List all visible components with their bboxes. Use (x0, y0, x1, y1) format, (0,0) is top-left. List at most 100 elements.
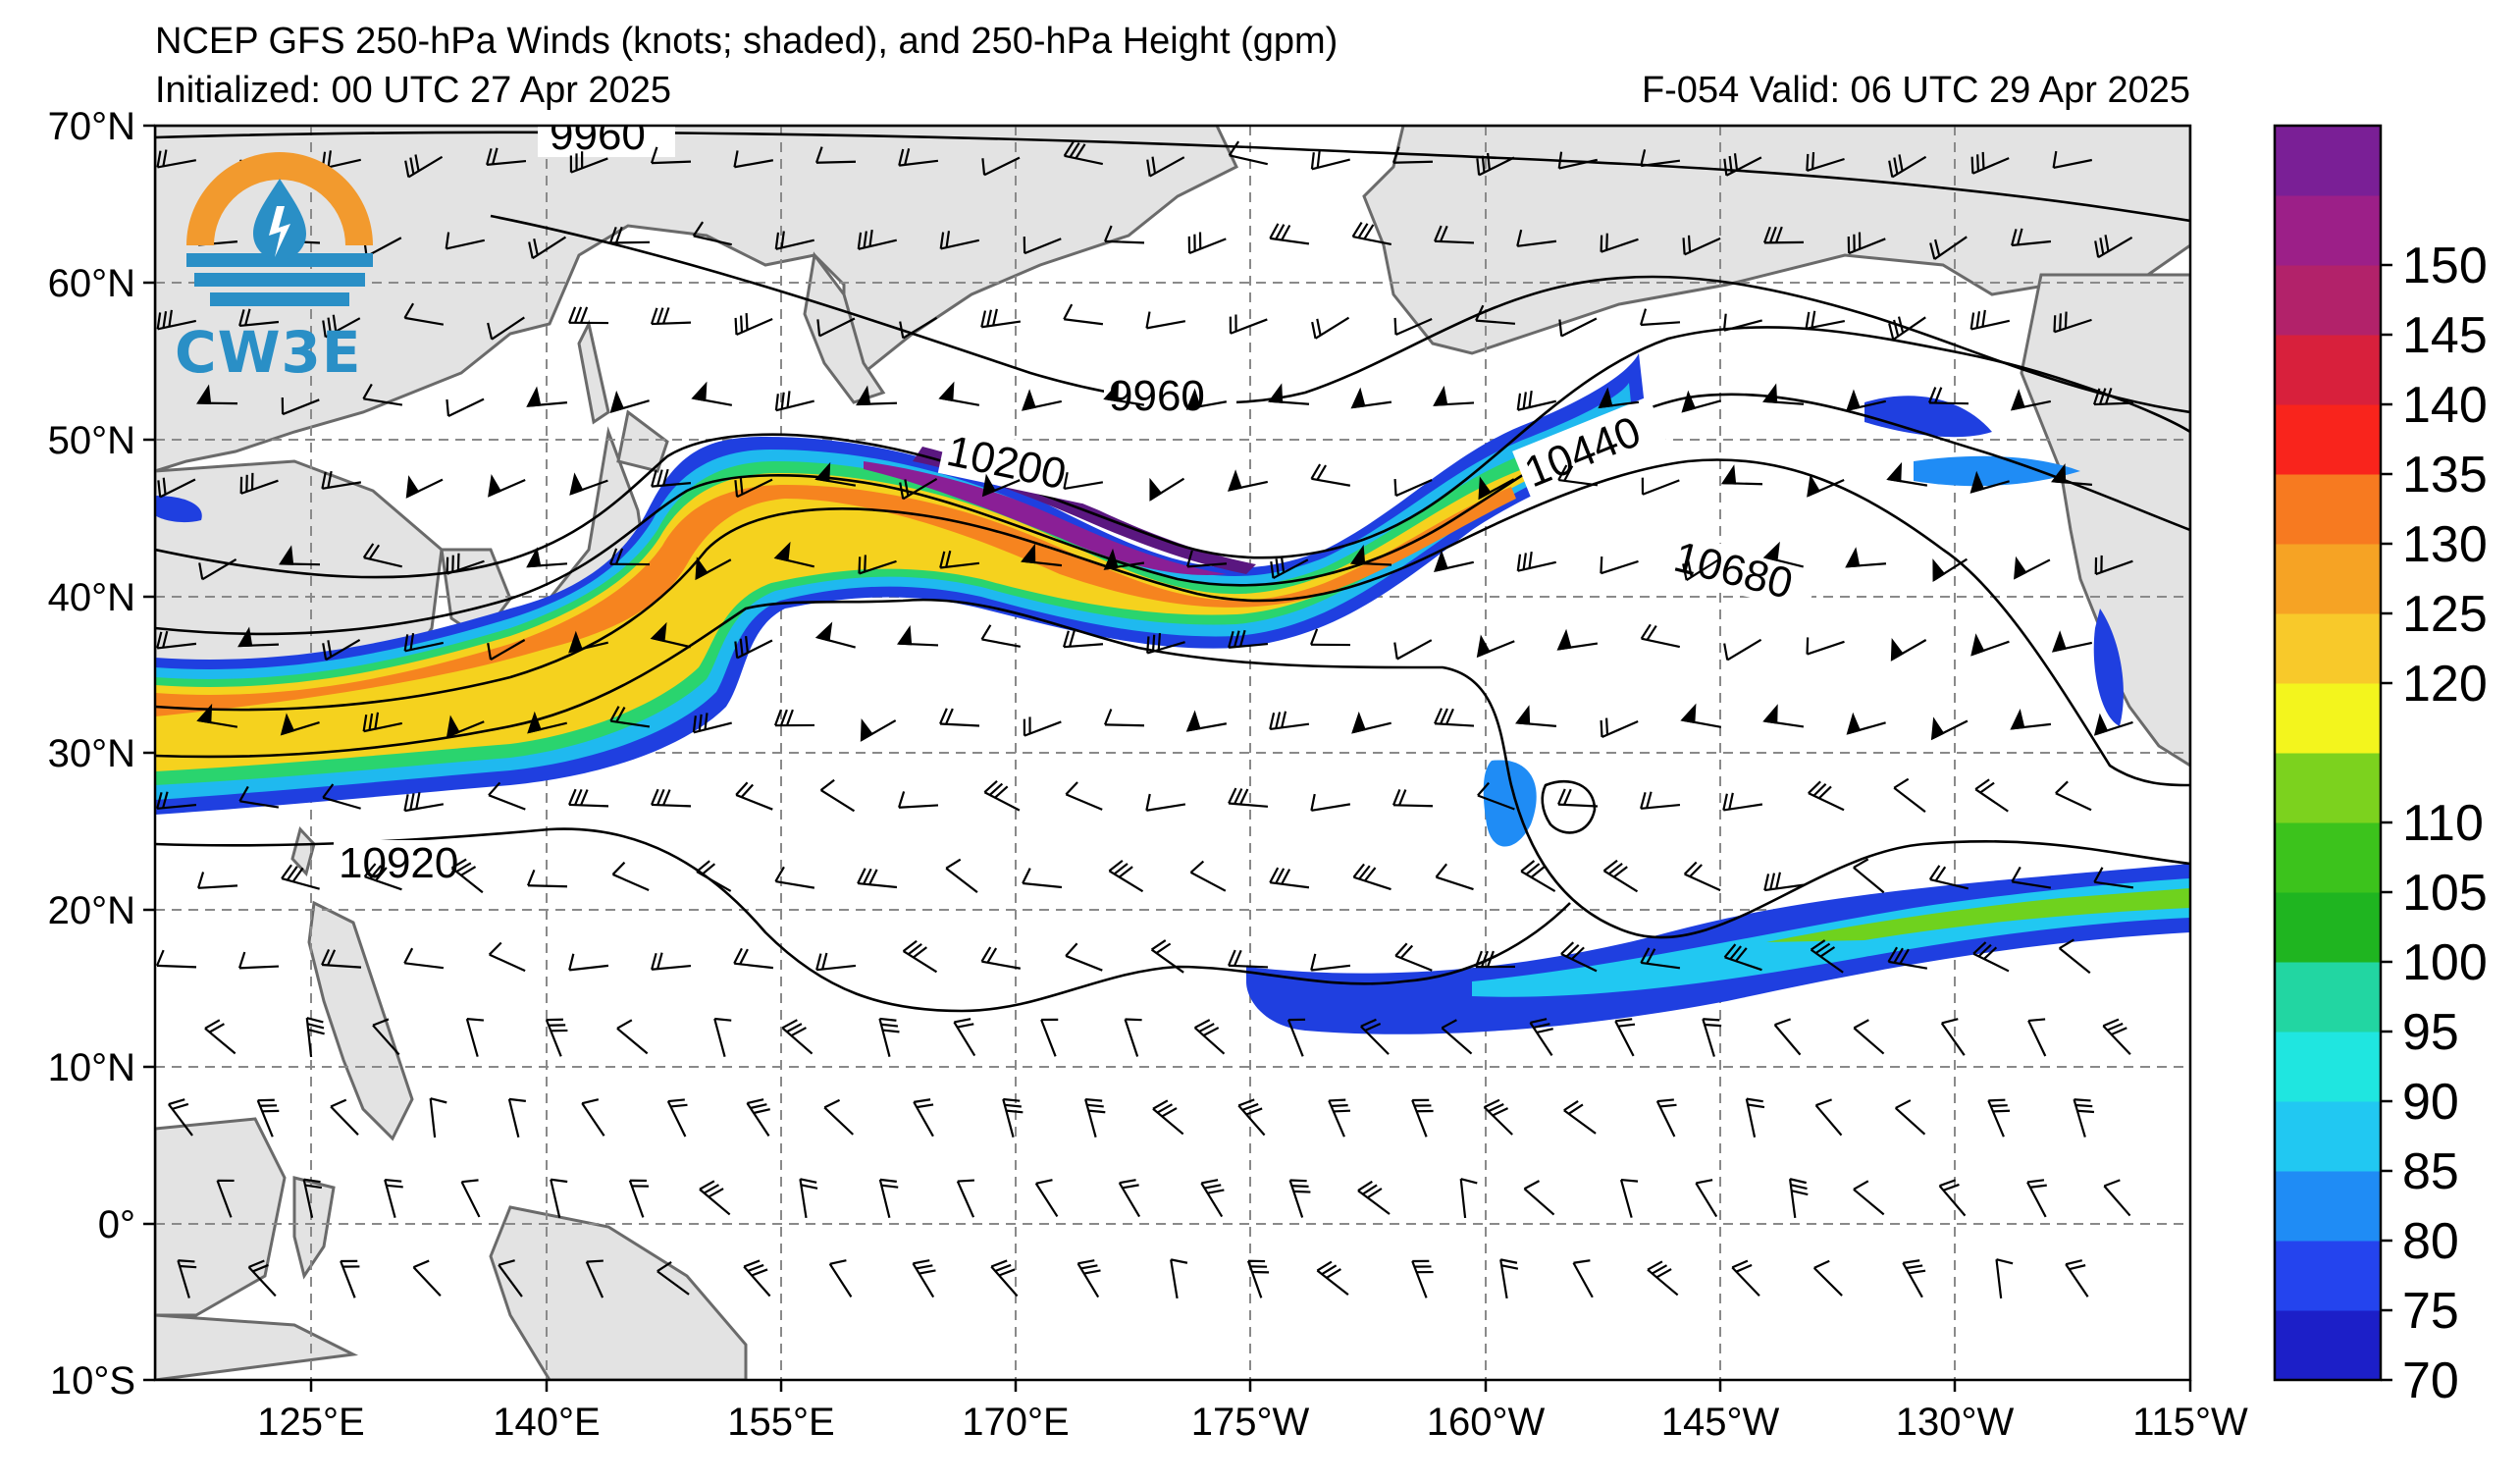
wind-barb (321, 470, 362, 490)
wind-barb (1853, 1019, 1885, 1055)
wind-barb (2092, 388, 2134, 406)
colorbar-segment (2275, 613, 2381, 684)
wind-barb (1237, 1098, 1266, 1137)
wind-barb (695, 556, 732, 581)
jet-stream-shading (155, 353, 2190, 1034)
wind-barb (1311, 316, 1350, 340)
wind-barb (743, 1259, 771, 1298)
wind-barb (651, 468, 692, 488)
wind-barb (692, 221, 732, 246)
wind-barb (1845, 547, 1887, 568)
wind-barb (1516, 390, 1556, 411)
wind-barb (238, 308, 280, 328)
wind-barb (1520, 860, 1556, 893)
colorbar-segment (2275, 1101, 2381, 1172)
colorbar-tick-label: 75 (2402, 1283, 2459, 1340)
taiwan-land (290, 825, 316, 877)
wind-barb (990, 1259, 1019, 1298)
init-time: Initialized: 00 UTC 27 Apr 2025 (155, 70, 671, 111)
wind-barb (526, 547, 568, 568)
wind-barb (1702, 1018, 1722, 1057)
wind-barb (585, 1259, 604, 1298)
lon-label: 160°W (1427, 1401, 1546, 1444)
wind-barb (1683, 861, 1721, 892)
colorbar-tick-label: 140 (2402, 377, 2488, 434)
wind-barb (465, 1018, 484, 1057)
wind-barb (983, 779, 1021, 812)
wind-barb (1084, 1097, 1106, 1138)
wind-barb (1516, 551, 1556, 572)
wind-barb (196, 384, 238, 405)
wind-barb (823, 1098, 855, 1136)
map-title: NCEP GFS 250-hPa Winds (knots; shaded), … (155, 21, 1339, 62)
wind-barb (1681, 390, 1721, 413)
wind-barb (1557, 788, 1599, 808)
wind-barb (1745, 1097, 1765, 1139)
wind-barb (1270, 556, 1309, 580)
wind-barb (2055, 780, 2092, 812)
wind-barb (1762, 704, 1805, 728)
wind-barb (1600, 556, 1639, 575)
wind-barb (1556, 628, 1599, 651)
lat-label: 10°S (50, 1359, 135, 1403)
wind-barb (1557, 151, 1598, 170)
lat-label: 10°N (48, 1046, 135, 1089)
wind-barb (1357, 1180, 1391, 1215)
wind-barb (1722, 313, 1762, 332)
colorbar-segment (2275, 753, 2381, 823)
wind-barb (650, 621, 691, 649)
lat-label: 30°N (48, 732, 135, 775)
wind-barb (1557, 464, 1599, 487)
wind-barbs (156, 140, 2134, 1299)
wind-barb (1763, 872, 1805, 892)
wind-barb (1474, 950, 1516, 969)
wind-barb (2010, 389, 2052, 411)
wind-barb (281, 397, 320, 416)
wind-barb (1655, 1098, 1677, 1138)
wind-barb (1723, 153, 1762, 177)
wind-barb (651, 788, 692, 808)
wind-barb (1516, 229, 1557, 247)
wind-barb (2073, 1098, 2095, 1138)
valid-time: F-054 Valid: 06 UTC 29 Apr 2025 (1641, 70, 2190, 111)
wind-barb (611, 861, 650, 892)
colorbar-tick-label: 135 (2402, 447, 2488, 503)
wind-barb (1145, 793, 1186, 812)
wind-barb (799, 1178, 818, 1219)
wind-barb (1938, 1179, 1967, 1217)
wind-barb (204, 1019, 236, 1055)
wind-barb (167, 1098, 193, 1137)
wind-barb (156, 309, 197, 331)
wind-barb (404, 154, 444, 179)
water-drop-sun-logo-icon (186, 152, 373, 306)
wind-barb (1814, 1098, 1843, 1137)
wind-barb (1118, 1179, 1141, 1218)
colorbar-segment (2275, 335, 2381, 405)
wind-barb (1723, 943, 1762, 972)
wind-barb (1475, 304, 1516, 325)
wind-barb (567, 306, 609, 325)
wind-barb (446, 553, 485, 575)
wind-barb (2051, 463, 2093, 486)
wind-barb (857, 229, 897, 250)
wind-barb (774, 391, 814, 412)
wind-barb (913, 1098, 934, 1138)
wind-barb (488, 781, 526, 811)
wind-barb (1928, 865, 1969, 890)
wind-barb (487, 639, 526, 661)
wind-barb (384, 1178, 403, 1218)
wind-barb (405, 475, 444, 499)
wind-barb (734, 477, 773, 499)
wind-barb (2094, 555, 2133, 576)
wind-barb (1478, 476, 1515, 501)
wind-barb (1476, 634, 1515, 659)
wind-barb (1269, 223, 1310, 245)
wind-barb (1995, 1258, 2014, 1299)
wind-barb (1310, 150, 1350, 171)
wind-barb (1598, 387, 1640, 409)
wind-barb (2052, 150, 2093, 170)
wind-barb (429, 1097, 447, 1139)
wind-barb (1228, 140, 1268, 166)
wind-barb (1229, 314, 1268, 335)
wind-barb (1894, 1099, 1926, 1136)
